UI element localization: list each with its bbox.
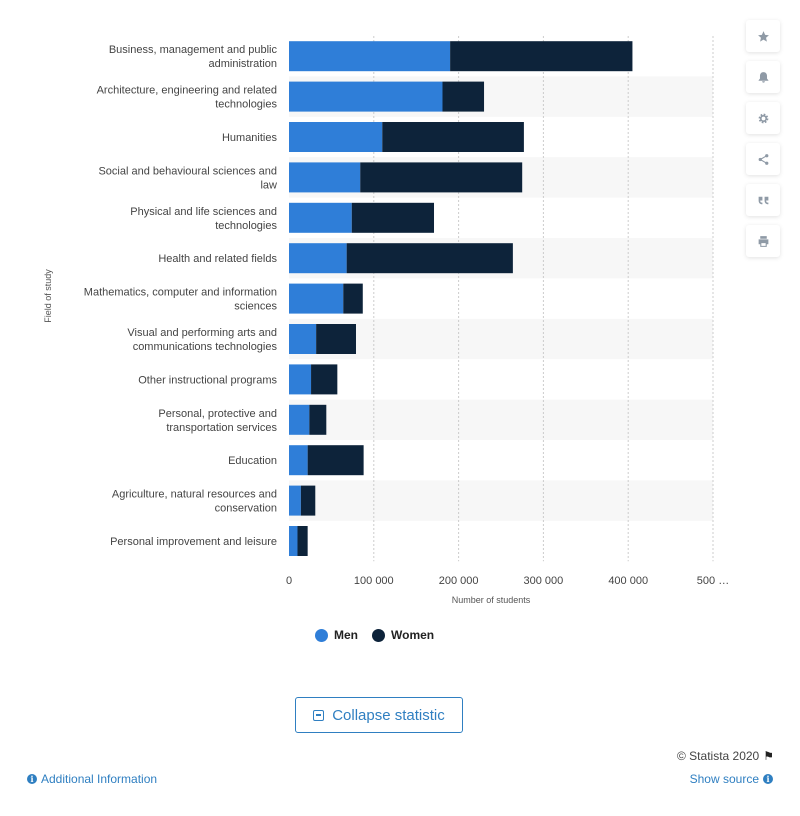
legend-men-marker — [315, 628, 328, 642]
bar-women — [360, 162, 523, 193]
bar-women — [307, 445, 364, 476]
x-tick-label: 400 000 — [608, 575, 648, 587]
legend-item-women[interactable]: Women — [372, 628, 434, 642]
bar-men — [289, 122, 383, 152]
bar-women — [297, 526, 308, 556]
category-label: Other instructional programs — [138, 374, 277, 386]
bar-men — [289, 445, 308, 476]
y-axis-title: Field of study — [43, 269, 53, 323]
credit-text: © Statista 2020 — [677, 749, 760, 763]
row-band — [289, 480, 713, 521]
bar-women — [450, 41, 633, 72]
x-tick-label: 0 — [286, 575, 292, 587]
category-label: Visual and performing arts and communicat… — [127, 327, 277, 353]
category-label: Education — [228, 455, 277, 467]
category-label: Agriculture, natural resources and conser… — [112, 489, 277, 515]
bar-women — [382, 122, 524, 152]
print-icon[interactable] — [746, 225, 780, 257]
bar-women — [442, 81, 485, 112]
category-label: Mathematics, computer and information sci… — [84, 287, 278, 313]
category-label: Health and related fields — [158, 253, 277, 265]
statista-credit[interactable]: © Statista 2020 ⚑ — [677, 749, 774, 763]
gear-icon[interactable] — [746, 102, 780, 134]
bar-women — [300, 485, 316, 516]
bar-men — [289, 81, 443, 112]
info-icon: i — [763, 774, 773, 784]
bar-men — [289, 404, 310, 435]
bar-men — [289, 283, 344, 314]
category-label: Architecture, engineering and related tec… — [97, 85, 278, 111]
share-icon[interactable] — [746, 143, 780, 175]
bar-women — [311, 364, 338, 395]
row-band — [289, 399, 713, 440]
x-axis-title: Number of students — [452, 595, 531, 605]
category-label: Personal, protective and transportation s… — [158, 408, 277, 434]
legend-women-label: Women — [391, 628, 435, 642]
star-icon[interactable] — [746, 20, 780, 52]
x-tick-label: 500 … — [697, 575, 729, 587]
info-icon: i — [27, 774, 37, 784]
legend-men-label: Men — [334, 628, 358, 642]
show-source-label: Show source — [689, 772, 759, 786]
bell-icon[interactable] — [746, 61, 780, 93]
category-label: Business, management and public administr… — [109, 44, 278, 70]
bar-men — [289, 162, 361, 193]
bar-women — [309, 404, 327, 435]
bar-men — [289, 41, 451, 72]
additional-information-link[interactable]: i Additional Information — [27, 772, 157, 786]
bar-men — [289, 526, 298, 556]
flag-icon[interactable]: ⚑ — [763, 749, 774, 763]
category-label: Personal improvement and leisure — [110, 536, 277, 548]
bar-men — [289, 202, 352, 233]
quote-icon[interactable] — [746, 184, 780, 216]
bar-women — [351, 202, 435, 233]
category-label: Social and behavioural sciences and law — [98, 165, 277, 191]
x-tick-label: 100 000 — [354, 575, 394, 587]
legend-women-marker — [372, 628, 385, 642]
collapse-statistic-button[interactable]: Collapse statistic — [295, 697, 463, 733]
bar-women — [316, 324, 356, 354]
row-band — [289, 318, 713, 360]
legend-item-men[interactable]: Men — [315, 628, 358, 642]
additional-information-label: Additional Information — [41, 772, 158, 786]
category-label: Physical and life sciences and technologi… — [130, 206, 277, 232]
bar-men — [289, 243, 347, 274]
stacked-bar-chart: Business, management and public administr… — [43, 36, 729, 605]
bar-men — [289, 324, 317, 354]
x-tick-label: 200 000 — [439, 575, 479, 587]
bar-women — [346, 243, 513, 274]
collapse-icon — [313, 709, 325, 721]
show-source-link[interactable]: Show source i — [690, 772, 773, 786]
collapse-statistic-label: Collapse statistic — [332, 706, 445, 724]
chart-toolbar — [746, 20, 780, 266]
bar-men — [289, 485, 301, 516]
bar-women — [343, 283, 363, 314]
chart-legend: Men Women — [315, 628, 434, 642]
x-tick-label: 300 000 — [524, 575, 564, 587]
bar-men — [289, 364, 312, 395]
category-label: Humanities — [222, 132, 278, 144]
